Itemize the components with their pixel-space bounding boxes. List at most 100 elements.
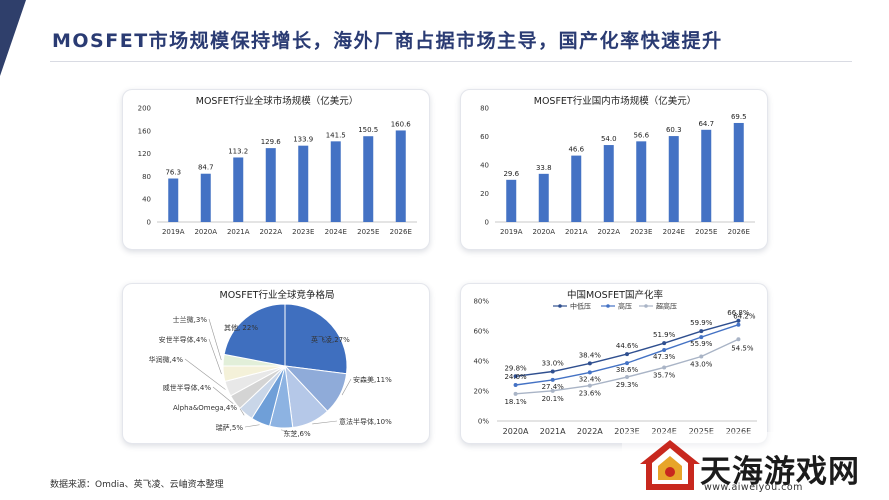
y-tick-label: 60 bbox=[480, 133, 489, 141]
pie-label: 威世半导体,4% bbox=[163, 383, 212, 392]
chart-title: 中国MOSFET国产化率 bbox=[567, 289, 663, 301]
watermark-url: www.aiweiyou.com bbox=[704, 482, 803, 493]
y-tick-label: 200 bbox=[138, 105, 151, 113]
bar bbox=[233, 157, 244, 222]
pie-label: 英飞凌,27% bbox=[311, 335, 350, 344]
x-tick-label: 2022A bbox=[259, 228, 282, 236]
data-point bbox=[550, 377, 555, 382]
data-point bbox=[587, 383, 592, 388]
data-label: 64.7 bbox=[698, 120, 714, 128]
data-point bbox=[699, 335, 704, 340]
pie-label: 东芝,6% bbox=[283, 429, 311, 438]
x-tick-label: 2020A bbox=[532, 228, 555, 236]
domestic-market-bar-chart: MOSFET行业国内市场规模（亿美元） 0 20 40 60 80 29.6 2019A 33.… bbox=[480, 95, 755, 236]
y-tick-label: 80% bbox=[473, 298, 489, 306]
bar bbox=[395, 130, 406, 222]
data-point bbox=[736, 337, 741, 342]
y-tick-label: 160 bbox=[138, 127, 151, 135]
data-point bbox=[625, 352, 629, 357]
data-label: 133.9 bbox=[293, 136, 313, 144]
legend-marker bbox=[558, 304, 562, 308]
watermark-logo bbox=[622, 432, 889, 500]
data-point bbox=[662, 365, 667, 370]
localization-rate-line-chart: 中国MOSFET国产化率 0% 20% 40% 60% 80% 2020A 2021A 2022… bbox=[473, 289, 757, 436]
data-label: 160.6 bbox=[391, 120, 412, 128]
x-tick-label: 2024E bbox=[325, 228, 347, 236]
data-label: 29.8% bbox=[504, 364, 527, 372]
y-tick-label: 80 bbox=[142, 173, 151, 181]
y-tick-label: 40% bbox=[473, 358, 489, 366]
competition-pie-chart-panel: MOSFET行业全球竞争格局英飞凌,27% 安森美,11% 意法半导体,10% 东芝,… bbox=[122, 283, 430, 444]
data-label: 27.4% bbox=[542, 383, 565, 391]
x-tick-label: 2026E bbox=[728, 228, 750, 236]
x-tick-label: 2021A bbox=[227, 228, 250, 236]
data-label: 29.3% bbox=[616, 381, 639, 389]
pie-label: 瑞萨,5% bbox=[216, 423, 244, 432]
x-tick-label: 2023E bbox=[630, 228, 652, 236]
y-tick-label: 60% bbox=[473, 328, 489, 336]
legend-label: 中低压 bbox=[570, 302, 591, 311]
data-label: 56.6 bbox=[633, 131, 649, 139]
y-tick-label: 0 bbox=[147, 219, 151, 227]
data-label: 76.3 bbox=[165, 169, 181, 177]
watermark-house-icon bbox=[640, 440, 700, 490]
data-label: 33.8 bbox=[536, 164, 552, 172]
data-point bbox=[662, 341, 667, 346]
y-tick-label: 120 bbox=[138, 150, 151, 158]
pie-label: 安森美,11% bbox=[353, 375, 392, 384]
x-tick-label: 2026E bbox=[390, 228, 412, 236]
x-tick-label: 2020A bbox=[503, 427, 529, 436]
x-tick-label: 2024E bbox=[651, 427, 676, 436]
x-tick-label: 2020A bbox=[194, 228, 217, 236]
leader-line bbox=[280, 429, 298, 434]
pie-label: 华润微,4% bbox=[149, 355, 184, 364]
x-tick-label: 2025E bbox=[689, 427, 714, 436]
bar bbox=[298, 145, 309, 222]
legend-marker bbox=[644, 304, 648, 308]
global-market-chart-panel: MOSFET行业全球市场规模（亿美元） 0 40 80 120 160 200 76.3 201… bbox=[122, 89, 430, 250]
pie-label: 其他, 22% bbox=[224, 323, 258, 332]
pie-label: Alpha&Omega,4% bbox=[173, 404, 237, 412]
bar bbox=[571, 155, 582, 222]
bar bbox=[636, 141, 647, 222]
data-label: 51.9% bbox=[653, 331, 676, 339]
data-label: 32.4% bbox=[579, 375, 602, 383]
leader-line bbox=[244, 424, 260, 428]
data-point bbox=[736, 318, 741, 323]
chart-title: MOSFET行业全球竞争格局 bbox=[220, 289, 335, 301]
bar bbox=[701, 129, 712, 222]
data-label: 113.2 bbox=[228, 147, 248, 155]
data-point bbox=[550, 388, 555, 393]
data-label: 24.0% bbox=[504, 373, 527, 381]
bar bbox=[538, 173, 549, 222]
data-label: 35.7% bbox=[653, 371, 676, 379]
y-tick-label: 0% bbox=[478, 418, 489, 426]
chart-title: MOSFET行业全球市场规模（亿美元） bbox=[196, 95, 358, 107]
legend-label: 高压 bbox=[618, 302, 632, 311]
bar bbox=[168, 178, 179, 222]
pie-label: 安世半导体,4% bbox=[159, 335, 208, 344]
x-tick-label: 2019A bbox=[162, 228, 185, 236]
data-label: 59.9% bbox=[690, 319, 713, 327]
data-label: 44.6% bbox=[616, 342, 639, 350]
data-point bbox=[625, 375, 629, 380]
bar bbox=[363, 136, 374, 222]
chart-title: MOSFET行业国内市场规模（亿美元） bbox=[534, 95, 696, 107]
data-label: 18.1% bbox=[504, 398, 527, 406]
x-tick-label: 2024E bbox=[663, 228, 685, 236]
data-label: 29.6 bbox=[503, 170, 519, 178]
domestic-market-chart-panel: MOSFET行业国内市场规模（亿美元） 0 20 40 60 80 29.6 2019A 33.… bbox=[460, 89, 768, 250]
data-label: 54.0 bbox=[601, 135, 617, 143]
data-label: 38.6% bbox=[616, 366, 639, 374]
y-tick-label: 20 bbox=[480, 190, 489, 198]
y-tick-label: 80 bbox=[480, 105, 489, 113]
data-label: 20.1% bbox=[542, 395, 565, 403]
global-market-bar-chart: MOSFET行业全球市场规模（亿美元） 0 40 80 120 160 200 76.3 201… bbox=[138, 95, 417, 236]
leader-line bbox=[341, 378, 352, 396]
y-tick-label: 20% bbox=[473, 388, 489, 396]
data-label: 55.9% bbox=[690, 340, 713, 348]
x-tick-label: 2022A bbox=[597, 228, 620, 236]
leader-line bbox=[212, 386, 234, 404]
pie-label: 意法半导体,10% bbox=[339, 417, 392, 426]
data-point bbox=[550, 369, 555, 374]
